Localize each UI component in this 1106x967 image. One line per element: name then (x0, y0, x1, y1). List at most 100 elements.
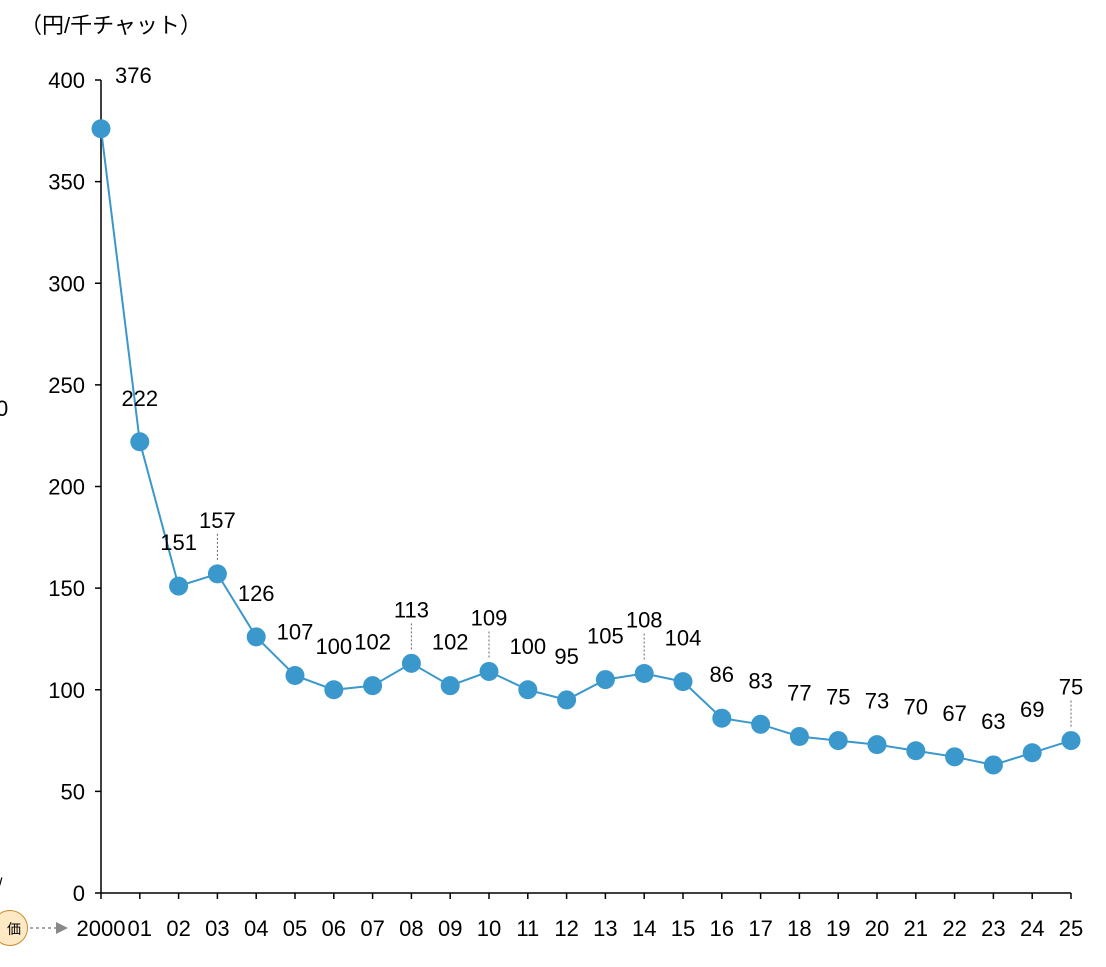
x-tick-label: 22 (942, 916, 966, 941)
x-tick-label: 19 (826, 916, 850, 941)
y-tick-label: 250 (48, 373, 85, 398)
x-tick-label: 12 (554, 916, 578, 941)
data-point (518, 680, 538, 700)
data-point (1022, 743, 1042, 763)
data-label: 102 (432, 630, 469, 655)
x-tick-label: 05 (283, 916, 307, 941)
y-tick-labels: 0 50 100 150 200 250 300 350 400 (48, 68, 85, 906)
data-label: 113 (394, 597, 429, 622)
x-tick-label: 24 (1020, 916, 1044, 941)
data-point (595, 670, 615, 690)
data-point (246, 627, 266, 647)
data-point (557, 690, 577, 710)
data-point (945, 747, 965, 767)
x-tick-label: 25 (1059, 916, 1083, 941)
data-label: 83 (748, 668, 772, 693)
data-point (634, 663, 654, 683)
x-tick-label: 18 (787, 916, 811, 941)
data-point (440, 676, 460, 696)
data-label: 109 (471, 605, 508, 630)
y-unit-label: （円/千チャット） (20, 13, 202, 38)
x-tick-label: 01 (128, 916, 152, 941)
x-tick-label: 13 (593, 916, 617, 941)
data-label: 222 (121, 386, 158, 411)
data-point (867, 735, 887, 755)
cropped-edge-text: 0 (0, 396, 9, 421)
data-point (401, 653, 421, 673)
x-tick-label: 10 (477, 916, 501, 941)
data-point (712, 708, 732, 728)
data-label: 75 (826, 685, 850, 710)
data-label: 86 (710, 662, 734, 687)
data-label: 70 (904, 695, 928, 720)
x-tick-label: 11 (516, 916, 539, 941)
y-tick-label: 350 (48, 170, 85, 195)
y-tick-label: 50 (61, 779, 85, 804)
data-label: 100 (509, 634, 546, 659)
data-label: 157 (199, 508, 236, 533)
data-label: 102 (354, 630, 391, 655)
data-point (91, 119, 111, 139)
y-tick-label: 100 (48, 678, 85, 703)
data-point (1061, 731, 1081, 751)
data-label: 126 (238, 581, 275, 606)
x-tick-label: 07 (360, 916, 384, 941)
chart-axes (95, 79, 1072, 899)
label-leader-lines (216, 533, 1072, 729)
data-point (130, 432, 150, 452)
data-point (828, 731, 848, 751)
y-tick-label: 400 (48, 68, 85, 93)
x-tick-label: 20 (865, 916, 889, 941)
data-point (207, 564, 227, 584)
x-tick-label: 03 (205, 916, 229, 941)
cropped-edge-mark: / (0, 876, 2, 894)
x-tick-label: 06 (322, 916, 346, 941)
data-label: 75 (1059, 675, 1083, 700)
data-point (906, 741, 926, 761)
data-points (91, 119, 1081, 775)
data-point (285, 666, 305, 686)
data-point (324, 680, 344, 700)
data-label: 108 (626, 607, 663, 632)
data-label: 77 (787, 680, 811, 705)
x-tick-label: 15 (671, 916, 695, 941)
dashed-arrow-icon (30, 922, 68, 934)
data-point (673, 672, 693, 692)
y-tick-label: 200 (48, 475, 85, 500)
x-tick-label: 09 (438, 916, 462, 941)
data-point (789, 726, 809, 746)
y-tick-label: 300 (48, 271, 85, 296)
x-tick-label: 02 (166, 916, 190, 941)
data-label: 105 (587, 624, 624, 649)
data-label: 63 (981, 709, 1005, 734)
series-line (100, 128, 1072, 767)
data-point (363, 676, 383, 696)
x-tick-labels: 2000 01 02 03 04 05 06 07 08 09 10 11 12 13 14 15 16 17 18… (77, 916, 1084, 941)
data-label: 69 (1020, 697, 1044, 722)
data-point (479, 661, 499, 681)
x-tick-label: 14 (632, 916, 656, 941)
data-label: 104 (665, 626, 702, 651)
x-tick-label: 23 (981, 916, 1005, 941)
data-label: 100 (315, 634, 352, 659)
data-label: 67 (942, 701, 966, 726)
data-label: 107 (277, 620, 314, 645)
x-tick-label: 16 (710, 916, 734, 941)
x-tick-label: 21 (904, 916, 928, 941)
y-tick-label: 0 (73, 881, 85, 906)
data-point (983, 755, 1003, 775)
data-label: 376 (115, 63, 152, 88)
x-tick-label: 08 (399, 916, 423, 941)
cropped-badge: 価 (0, 910, 28, 946)
x-tick-label: 04 (244, 916, 268, 941)
data-label: 95 (554, 644, 578, 669)
data-point (169, 576, 189, 596)
data-label: 151 (160, 530, 197, 555)
x-tick-label: 17 (748, 916, 772, 941)
y-tick-label: 150 (48, 576, 85, 601)
x-tick-label: 2000 (77, 916, 126, 941)
data-label: 73 (865, 689, 889, 714)
data-point (751, 714, 771, 734)
